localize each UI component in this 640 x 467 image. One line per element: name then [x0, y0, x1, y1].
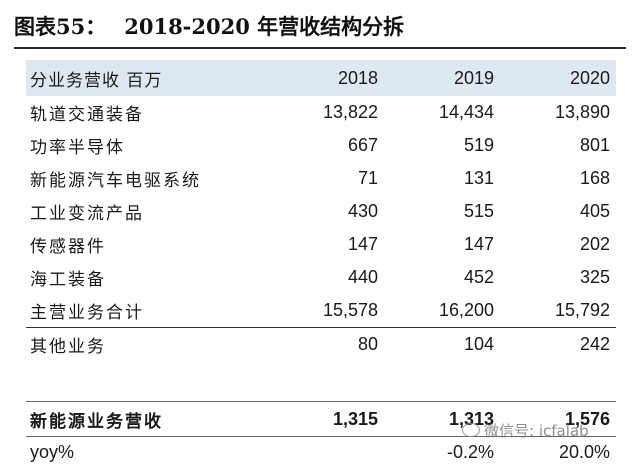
header-year: 2019 — [384, 60, 500, 96]
cell-value: 147 — [268, 228, 384, 261]
cell-value: 16,200 — [384, 294, 500, 328]
cell-value: 202 — [500, 228, 616, 261]
table-row: 工业变流产品 430 515 405 — [26, 195, 616, 228]
row-label: 主营业务合计 — [26, 294, 268, 328]
cell-value: 20.0% — [500, 437, 616, 467]
row-label: 新能源汽车电驱系统 — [26, 162, 268, 195]
spacer-row — [26, 361, 616, 402]
cell-value: 430 — [268, 195, 384, 228]
row-label: 新能源业务营收 — [26, 402, 268, 437]
cell-value: 667 — [268, 129, 384, 162]
cell-value: 325 — [500, 261, 616, 294]
watermark: 微信号: icfalab — [462, 420, 589, 441]
figure-number: 图表55： — [14, 14, 106, 39]
row-label: yoy% — [26, 437, 268, 467]
row-label: 工业变流产品 — [26, 195, 268, 228]
header-label: 分业务营收 百万 — [26, 60, 268, 96]
cell-value: 15,792 — [500, 294, 616, 328]
cell-value: 14,434 — [384, 96, 500, 129]
table-row: 其他业务 80 104 242 — [26, 328, 616, 362]
yoy-row: yoy% -0.2% 20.0% — [26, 437, 616, 467]
cell-value: 405 — [500, 195, 616, 228]
cell-value: -0.2% — [384, 437, 500, 467]
figure-caption: 2018-2020 年营收结构分拆 — [124, 14, 404, 39]
cell-value: 147 — [384, 228, 500, 261]
header-year: 2018 — [268, 60, 384, 96]
table-row: 传感器件 147 147 202 — [26, 228, 616, 261]
row-label: 其他业务 — [26, 328, 268, 362]
cell-value: 440 — [268, 261, 384, 294]
figure-title: 图表55： 2018-2020 年营收结构分拆 — [14, 12, 404, 42]
cell-value: 515 — [384, 195, 500, 228]
row-label: 传感器件 — [26, 228, 268, 261]
table-row: 功率半导体 667 519 801 — [26, 129, 616, 162]
cell-value: 104 — [384, 328, 500, 362]
empty-cell — [500, 361, 616, 402]
row-label: 轨道交通装备 — [26, 96, 268, 129]
cell-value: 452 — [384, 261, 500, 294]
cell-value: 168 — [500, 162, 616, 195]
subtotal-row: 主营业务合计 15,578 16,200 15,792 — [26, 294, 616, 328]
row-label: 功率半导体 — [26, 129, 268, 162]
cell-value: 15,578 — [268, 294, 384, 328]
cell-value: 131 — [384, 162, 500, 195]
empty-cell — [384, 361, 500, 402]
cell-value: 242 — [500, 328, 616, 362]
cell-value: 1,315 — [268, 402, 384, 437]
header-row: 分业务营收 百万 2018 2019 2020 — [26, 60, 616, 96]
cell-value: 80 — [268, 328, 384, 362]
cell-value — [268, 437, 384, 467]
cell-value: 13,822 — [268, 96, 384, 129]
header-year: 2020 — [500, 60, 616, 96]
wechat-icon — [462, 423, 480, 437]
title-rule — [14, 47, 626, 49]
cell-value: 71 — [268, 162, 384, 195]
watermark-text: 微信号: icfalab — [484, 422, 589, 440]
empty-cell — [26, 361, 268, 402]
table-row: 海工装备 440 452 325 — [26, 261, 616, 294]
empty-cell — [268, 361, 384, 402]
table-row: 新能源汽车电驱系统 71 131 168 — [26, 162, 616, 195]
revenue-table: 分业务营收 百万 2018 2019 2020 轨道交通装备 13,822 14… — [26, 60, 616, 467]
cell-value: 519 — [384, 129, 500, 162]
row-label: 海工装备 — [26, 261, 268, 294]
table-row: 轨道交通装备 13,822 14,434 13,890 — [26, 96, 616, 129]
cell-value: 801 — [500, 129, 616, 162]
cell-value: 13,890 — [500, 96, 616, 129]
